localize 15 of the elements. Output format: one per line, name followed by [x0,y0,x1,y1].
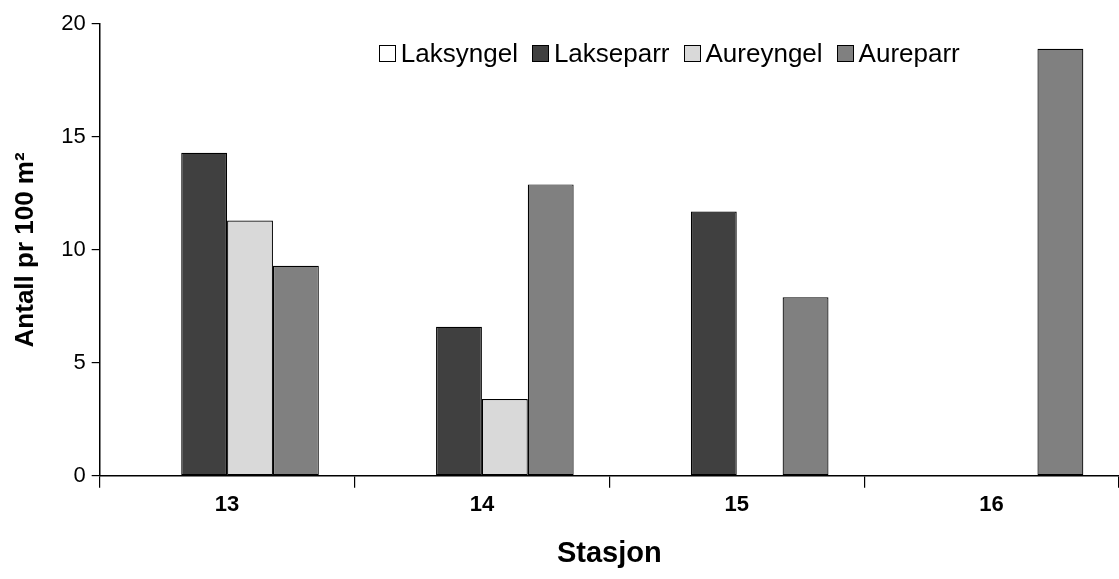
y-tick-label: 10 [61,235,86,261]
y-axis-title: Antall pr 100 m² [8,152,39,348]
y-tick-label: 5 [73,348,86,374]
legend-label: Aureyngel [705,38,823,69]
legend-label: Laksyngel [400,38,518,69]
x-tick-label: 13 [214,491,240,517]
x-tick-label: 16 [979,491,1004,517]
x-axis-title: Stasjon [556,535,662,568]
x-tick-label: 14 [469,491,495,517]
y-tick-label: 0 [73,461,86,487]
legend-label: Lakseparr [553,38,670,69]
x-tick-label: 15 [724,491,749,517]
y-tick-label: 20 [61,10,86,36]
y-tick-label: 15 [61,123,86,149]
legend-label: Aureparr [858,38,960,69]
